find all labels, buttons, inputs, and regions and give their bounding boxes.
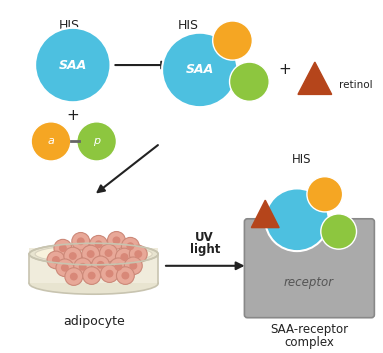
Circle shape	[74, 258, 92, 276]
Circle shape	[115, 263, 123, 271]
Text: retinol: retinol	[339, 80, 372, 90]
Circle shape	[105, 249, 113, 257]
Text: SAA: SAA	[59, 59, 87, 72]
Circle shape	[47, 251, 65, 269]
Circle shape	[65, 268, 83, 285]
Circle shape	[56, 259, 74, 276]
Circle shape	[116, 267, 134, 285]
Text: SAA: SAA	[285, 215, 309, 225]
Circle shape	[90, 235, 108, 253]
Circle shape	[121, 272, 129, 280]
FancyBboxPatch shape	[29, 248, 158, 283]
Text: +: +	[279, 62, 291, 77]
Circle shape	[129, 262, 137, 270]
Circle shape	[70, 273, 78, 281]
Circle shape	[110, 258, 128, 276]
Circle shape	[77, 122, 116, 161]
Text: a: a	[229, 36, 236, 46]
Text: p: p	[246, 77, 253, 87]
Circle shape	[83, 267, 101, 285]
Circle shape	[92, 256, 110, 274]
Text: +: +	[66, 108, 79, 124]
Text: p: p	[93, 136, 100, 146]
Circle shape	[134, 250, 142, 258]
Circle shape	[52, 256, 60, 264]
Circle shape	[97, 261, 105, 269]
Text: complex: complex	[284, 336, 334, 349]
Circle shape	[101, 265, 118, 282]
Circle shape	[124, 257, 142, 275]
Ellipse shape	[271, 194, 323, 249]
Circle shape	[54, 239, 72, 257]
Text: SAA: SAA	[186, 64, 214, 77]
Text: HIS: HIS	[58, 19, 79, 32]
Circle shape	[88, 272, 96, 280]
Circle shape	[100, 244, 118, 262]
Polygon shape	[298, 62, 332, 94]
Ellipse shape	[29, 243, 158, 265]
Text: receptor: receptor	[284, 276, 334, 289]
Circle shape	[113, 237, 120, 244]
Circle shape	[115, 248, 133, 266]
Circle shape	[120, 253, 128, 261]
Text: a: a	[322, 189, 328, 199]
FancyBboxPatch shape	[244, 219, 374, 318]
Circle shape	[307, 177, 343, 212]
Circle shape	[108, 232, 125, 249]
Circle shape	[213, 21, 252, 60]
Circle shape	[64, 247, 82, 265]
Circle shape	[265, 189, 329, 251]
Circle shape	[82, 245, 100, 263]
Circle shape	[31, 122, 71, 161]
Text: p: p	[336, 227, 342, 237]
Text: adipocyte: adipocyte	[63, 315, 124, 328]
Circle shape	[121, 238, 139, 255]
Circle shape	[129, 245, 147, 263]
Ellipse shape	[35, 245, 152, 263]
Text: light: light	[190, 243, 220, 256]
Circle shape	[321, 214, 357, 249]
Polygon shape	[251, 200, 279, 228]
Circle shape	[87, 250, 95, 258]
Text: UV: UV	[195, 231, 214, 244]
Circle shape	[61, 264, 69, 272]
Circle shape	[106, 270, 113, 277]
Circle shape	[126, 242, 134, 250]
Circle shape	[69, 252, 77, 260]
Circle shape	[59, 244, 67, 252]
Circle shape	[72, 233, 90, 250]
Text: a: a	[47, 136, 54, 146]
Circle shape	[77, 238, 85, 245]
Text: HIS: HIS	[292, 153, 312, 166]
Circle shape	[79, 263, 87, 271]
Circle shape	[95, 240, 103, 248]
Ellipse shape	[29, 273, 158, 294]
Text: HIS: HIS	[177, 19, 198, 32]
Text: SAA-receptor: SAA-receptor	[270, 323, 348, 336]
Circle shape	[162, 33, 237, 107]
Circle shape	[35, 28, 111, 102]
Circle shape	[229, 62, 269, 101]
